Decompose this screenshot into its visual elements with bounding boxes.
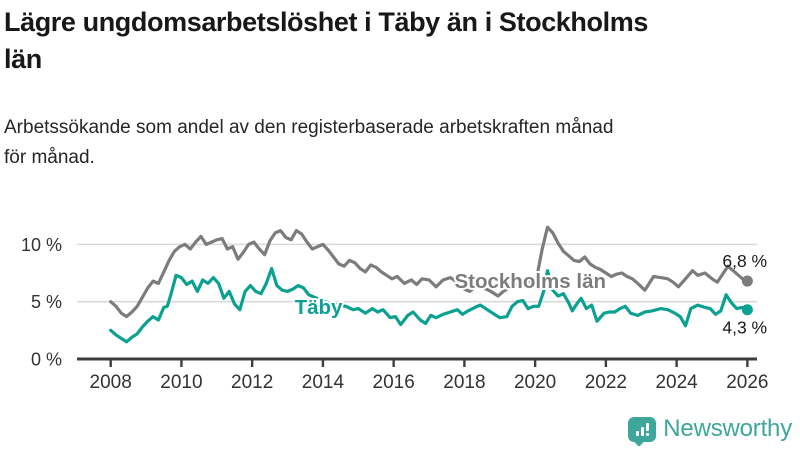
series-end-value-label: 6,8 % bbox=[722, 251, 767, 271]
x-axis-tick-label: 2012 bbox=[231, 372, 273, 393]
x-axis-tick-label: 2020 bbox=[514, 372, 556, 393]
series-end-dot-0 bbox=[741, 275, 753, 287]
x-axis-tick-label: 2022 bbox=[585, 372, 627, 393]
x-axis-tick-label: 2024 bbox=[655, 372, 698, 393]
page-title-line-1: Lägre ungdomsarbetslöshet i Täby än i St… bbox=[4, 7, 648, 37]
y-axis-tick-label: 5 % bbox=[31, 292, 62, 312]
x-axis-tick-label: 2016 bbox=[373, 372, 415, 393]
chart-subtitle: Arbetssökande som andel av den registerb… bbox=[4, 113, 796, 173]
bar-chart-bubble-icon bbox=[628, 416, 657, 442]
x-axis-tick-label: 2008 bbox=[90, 372, 132, 393]
chart-subtitle-line-2: för månad. bbox=[4, 147, 95, 168]
x-axis-tick-label: 2026 bbox=[726, 372, 768, 393]
page-title-line-2: län bbox=[4, 44, 42, 74]
y-axis-tick-label: 10 % bbox=[21, 235, 62, 255]
series-end-value-label: 4,3 % bbox=[722, 318, 767, 338]
icon-exclamation bbox=[645, 422, 649, 436]
series-line-1 bbox=[109, 266, 750, 344]
x-axis-tick-label: 2010 bbox=[160, 372, 202, 393]
x-axis-tick-label: 2014 bbox=[302, 372, 345, 393]
newsworthy-wordmark: Newsworthy bbox=[663, 415, 792, 442]
series-inline-label: Stockholms län bbox=[454, 270, 606, 293]
page-title: Lägre ungdomsarbetslöshet i Täby än i St… bbox=[4, 4, 796, 78]
newsworthy-logo: Newsworthy bbox=[628, 414, 792, 444]
icon-bar-small bbox=[635, 430, 639, 436]
x-axis-tick-label: 2018 bbox=[443, 372, 485, 393]
y-axis-tick-label: 0 % bbox=[31, 350, 62, 370]
series-end-dot-1 bbox=[741, 304, 753, 316]
chart-subtitle-line-1: Arbetssökande som andel av den registerb… bbox=[4, 117, 614, 138]
series-inline-label: Täby bbox=[295, 296, 343, 319]
icon-bar-medium bbox=[640, 426, 644, 436]
series-line-0 bbox=[109, 225, 750, 319]
